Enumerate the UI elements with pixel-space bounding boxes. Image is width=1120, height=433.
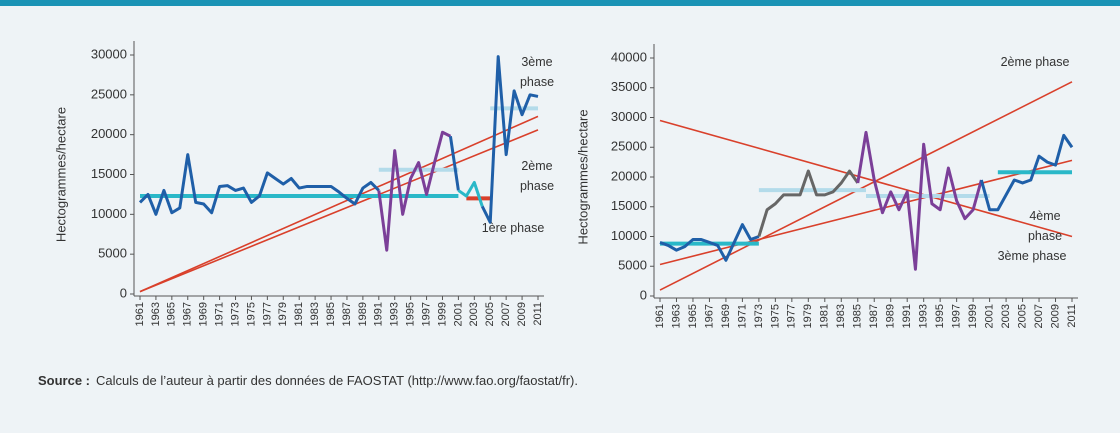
x-tick-label: 1965 (687, 304, 699, 328)
series-line (480, 55, 539, 224)
series-line (448, 136, 460, 191)
y-tick-label: 20000 (611, 168, 647, 183)
y-tick-label: 25000 (611, 139, 647, 154)
x-tick-label: 1975 (769, 304, 781, 328)
x-tick-label: 1983 (835, 304, 847, 328)
x-tick-label: 2005 (484, 302, 496, 326)
x-tick-label: 1967 (703, 304, 715, 328)
series-line (757, 169, 859, 237)
x-tick-label: 2007 (500, 302, 512, 326)
y-tick-label: 10000 (91, 206, 127, 221)
x-tick-label: 1977 (786, 304, 798, 328)
annotation: 2ème phase (1000, 55, 1070, 69)
x-tick-label: 1961 (134, 302, 146, 326)
y-tick-label: 0 (640, 287, 647, 302)
x-tick-label: 2011 (532, 302, 544, 326)
x-tick-label: 1983 (309, 302, 321, 326)
x-tick-label: 1999 (436, 302, 448, 326)
y-tick-label: 30000 (91, 46, 127, 61)
x-tick-label: 1971 (214, 302, 226, 326)
x-tick-label: 2005 (1016, 304, 1028, 328)
x-tick-label: 1993 (918, 304, 930, 328)
x-tick-label: 1981 (293, 302, 305, 326)
x-tick-label: 1967 (182, 302, 194, 326)
x-tick-label: 2001 (984, 304, 996, 328)
series-line (659, 159, 1073, 266)
x-tick-label: 1965 (166, 302, 178, 326)
annotation: 4ème phase (1027, 209, 1063, 243)
y-tick-label: 15000 (91, 166, 127, 181)
annotation: 3ème phase (997, 249, 1067, 263)
x-tick-label: 1963 (670, 304, 682, 328)
header-band (0, 0, 1120, 6)
series-line (979, 133, 1074, 212)
x-tick-label: 2009 (516, 302, 528, 326)
y-tick-label: 0 (120, 285, 127, 300)
series-line (139, 115, 539, 293)
series-line (659, 223, 760, 262)
x-tick-label: 1993 (389, 302, 401, 326)
series-line (856, 130, 983, 271)
series-line (659, 119, 1073, 238)
source: Source : Calculs de l’auteur à partir des… (38, 373, 578, 388)
y-axis-label: Hectogrammes/hectare (53, 107, 68, 242)
y-tick-label: 35000 (611, 79, 647, 94)
x-tick-label: 1963 (150, 302, 162, 326)
y-tick-label: 15000 (611, 198, 647, 213)
x-tick-label: 1973 (229, 302, 241, 326)
x-tick-label: 1995 (934, 304, 946, 328)
y-axis-label: Hectogrammes/hectare (575, 109, 590, 244)
x-tick-label: 2001 (452, 302, 464, 326)
source-text: Calculs de l’auteur à partir des données… (96, 373, 578, 388)
x-tick-label: 1979 (277, 302, 289, 326)
y-tick-label: 5000 (618, 258, 647, 273)
y-tick-label: 5000 (98, 246, 127, 261)
x-tick-label: 1999 (967, 304, 979, 328)
series-line (457, 180, 484, 207)
x-tick-label: 1985 (325, 302, 337, 326)
x-tick-label: 2003 (1000, 304, 1012, 328)
x-tick-label: 1991 (373, 302, 385, 326)
x-tick-label: 1987 (868, 304, 880, 328)
x-tick-label: 1979 (802, 304, 814, 328)
x-tick-label: 1989 (885, 304, 897, 328)
x-tick-label: 1977 (261, 302, 273, 326)
series-line (139, 129, 539, 293)
series-line (138, 153, 380, 216)
x-tick-label: 1971 (736, 304, 748, 328)
x-tick-label: 1991 (901, 304, 913, 328)
y-tick-label: 30000 (611, 109, 647, 124)
x-tick-label: 2011 (1066, 304, 1078, 328)
x-tick-label: 1975 (245, 302, 257, 326)
series-line (377, 130, 452, 252)
x-tick-label: 2009 (1049, 304, 1061, 328)
annotation: 1ère phase (481, 221, 545, 235)
x-tick-label: 1995 (405, 302, 417, 326)
x-tick-label: 1997 (951, 304, 963, 328)
x-tick-label: 1973 (753, 304, 765, 328)
x-tick-label: 1981 (819, 304, 831, 328)
annotation: 2ème phase (519, 159, 555, 193)
x-tick-label: 1961 (654, 304, 666, 328)
x-tick-label: 1985 (852, 304, 864, 328)
x-tick-label: 2003 (468, 302, 480, 326)
x-tick-label: 2007 (1033, 304, 1045, 328)
x-tick-label: 1997 (420, 302, 432, 326)
annotation: 3ème phase (519, 55, 555, 89)
y-tick-label: 40000 (611, 49, 647, 64)
x-tick-label: 1969 (720, 304, 732, 328)
y-tick-label: 10000 (611, 228, 647, 243)
x-tick-label: 1987 (341, 302, 353, 326)
x-tick-label: 1989 (357, 302, 369, 326)
y-tick-label: 20000 (91, 126, 127, 141)
y-tick-label: 25000 (91, 86, 127, 101)
x-tick-label: 1969 (198, 302, 210, 326)
source-label: Source : (38, 373, 91, 388)
